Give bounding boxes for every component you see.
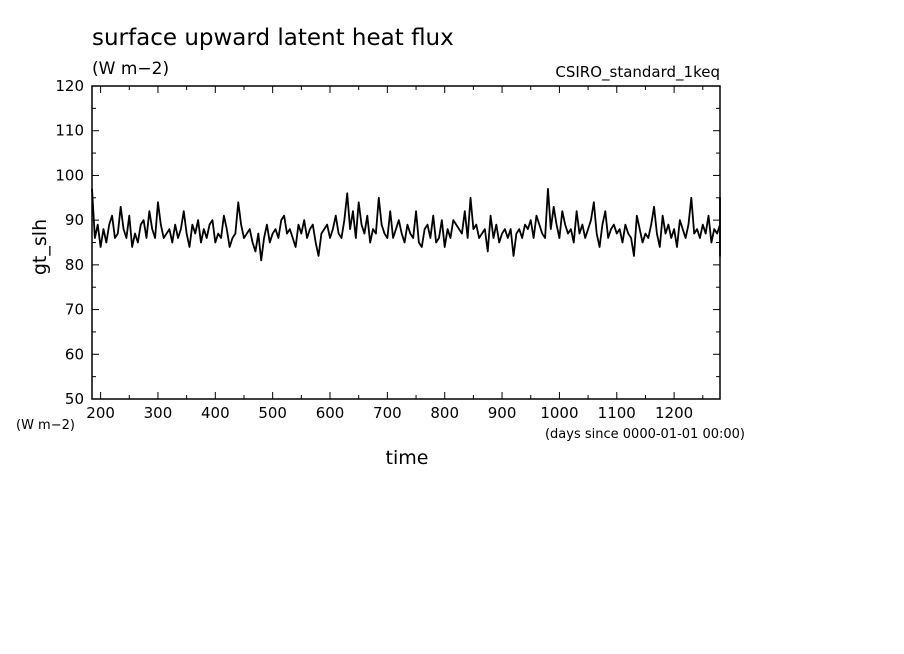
- chart-title: surface upward latent heat flux: [92, 25, 454, 51]
- y-tick-label: 90: [65, 211, 84, 229]
- run-label: CSIRO_standard_1keq: [555, 63, 720, 82]
- x-tick-label: 400: [201, 404, 230, 422]
- y-tick-label: 60: [65, 345, 84, 363]
- x-tick-label: 1200: [655, 404, 693, 422]
- series-layer: [91, 187, 721, 262]
- x-tick-label: 600: [316, 404, 345, 422]
- x-axis-units-label: (days since 0000-01-01 00:00): [545, 427, 745, 442]
- plot-area-frame: [91, 85, 721, 400]
- y-tick-label: 100: [55, 166, 84, 184]
- chart-units: (W m−2): [92, 59, 169, 79]
- x-axis-ticks: 200 300 400 500 600 700 800 900 1000 1100 1200: [86, 86, 704, 422]
- y-axis-units-label: (W m−2): [16, 418, 75, 433]
- x-tick-label: 900: [488, 404, 517, 422]
- y-axis-label: gt_slh: [29, 219, 51, 275]
- y-tick-label: 80: [65, 256, 84, 274]
- x-tick-label: 700: [373, 404, 402, 422]
- x-tick-label: 1100: [598, 404, 636, 422]
- x-tick-label: 800: [430, 404, 459, 422]
- y-tick-label: 120: [55, 77, 84, 95]
- x-tick-label: 1000: [540, 404, 578, 422]
- x-tick-label: 300: [144, 404, 173, 422]
- y-tick-label: 50: [65, 390, 84, 408]
- x-tick-label: 200: [86, 404, 115, 422]
- x-axis-label: time: [386, 447, 429, 469]
- y-axis-ticks: 50 60 70 80 90 100 110 120: [55, 77, 720, 408]
- y-tick-label: 70: [65, 301, 84, 319]
- series-line: [91, 187, 721, 262]
- y-tick-label: 110: [55, 122, 84, 140]
- x-tick-label: 500: [258, 404, 287, 422]
